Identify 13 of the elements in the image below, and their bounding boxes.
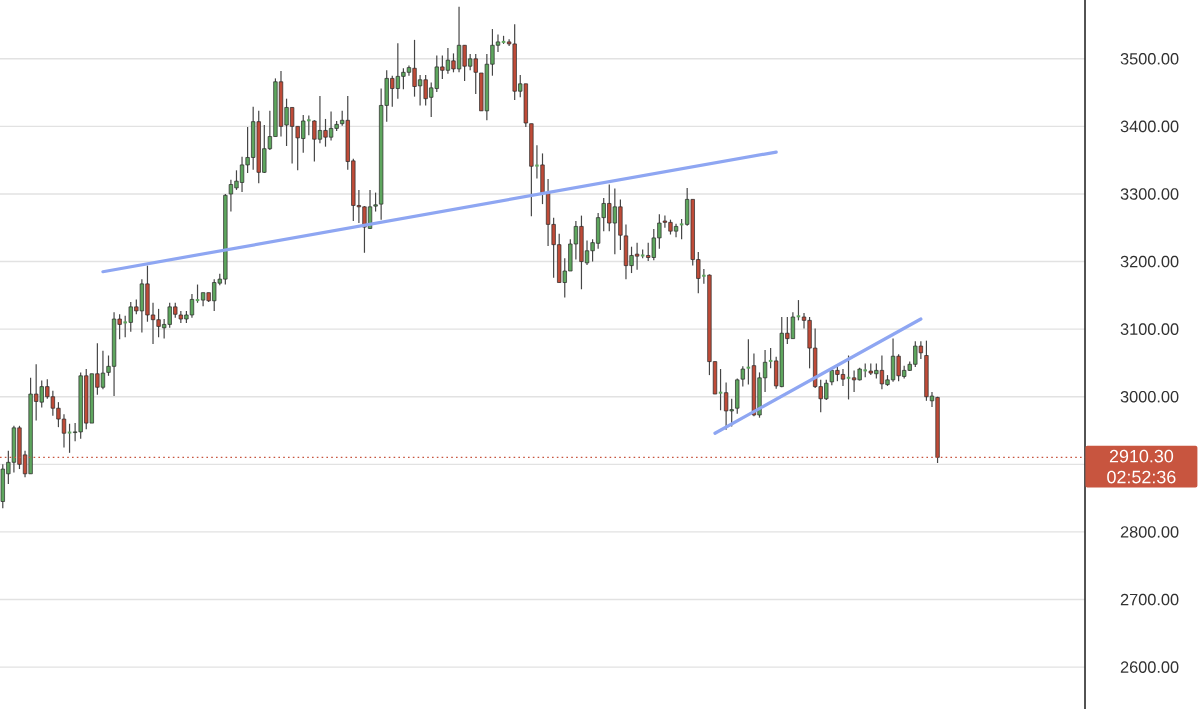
- y-tick-label: 3500.00: [1120, 53, 1179, 65]
- y-tick-label: 3400.00: [1120, 120, 1179, 133]
- candlestick: [701, 268, 707, 285]
- y-tick-label: 3300.00: [1120, 188, 1179, 200]
- y-tick-label: 2600.00: [1120, 661, 1179, 673]
- y-tick-label: 2700.00: [1120, 593, 1179, 606]
- y-tick-label: 3200.00: [1120, 255, 1179, 268]
- y-tick-label: 2800.00: [1120, 526, 1179, 538]
- y-tick-label: 3100.00: [1120, 323, 1179, 335]
- y-tick-label: 3000.00: [1120, 390, 1179, 403]
- ref-line-label: 2910.30: [1109, 449, 1174, 463]
- text: 02:52:36: [1107, 470, 1176, 484]
- candlestick: [534, 144, 540, 180]
